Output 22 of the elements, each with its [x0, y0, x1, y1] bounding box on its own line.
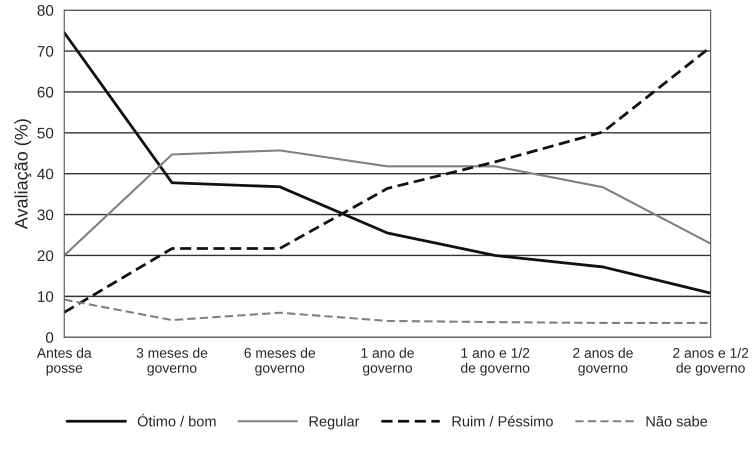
y-tick-label: 60 — [38, 86, 54, 98]
x-tick-label: 2 anos de governo — [573, 348, 633, 376]
y-tick-label: 10 — [38, 291, 54, 302]
line-series — [64, 149, 711, 257]
x-tick-label: 2 anos e 1/2 de governo — [673, 348, 748, 376]
x-tick-label: 1 ano e 1/2 de governo — [461, 348, 530, 376]
legend-label: Regular — [310, 416, 360, 430]
y-tick-label: 30 — [37, 209, 54, 220]
legend-label: Não sabe — [646, 416, 708, 427]
x-tick-label: 6 meses de governo — [244, 348, 316, 376]
y-tick-label: 20 — [38, 250, 54, 262]
y-tick-label: 0 — [46, 332, 54, 343]
x-tick-label: 3 meses de governo — [136, 348, 208, 376]
y-tick-label: 80 — [38, 5, 54, 16]
x-tick-label: 1 ano de governo — [361, 348, 414, 376]
legend-label: Ótimo / bom — [138, 414, 216, 427]
x-tick-label: Antes da posse — [36, 348, 92, 376]
y-tick-label: 40 — [37, 168, 54, 180]
y-tick-label: 70 — [38, 46, 54, 57]
y-tick-label: 50 — [37, 128, 54, 139]
legend-label: Ruim / Péssimo — [452, 416, 553, 427]
y-axis-title: Avaliação (%) — [14, 119, 32, 230]
